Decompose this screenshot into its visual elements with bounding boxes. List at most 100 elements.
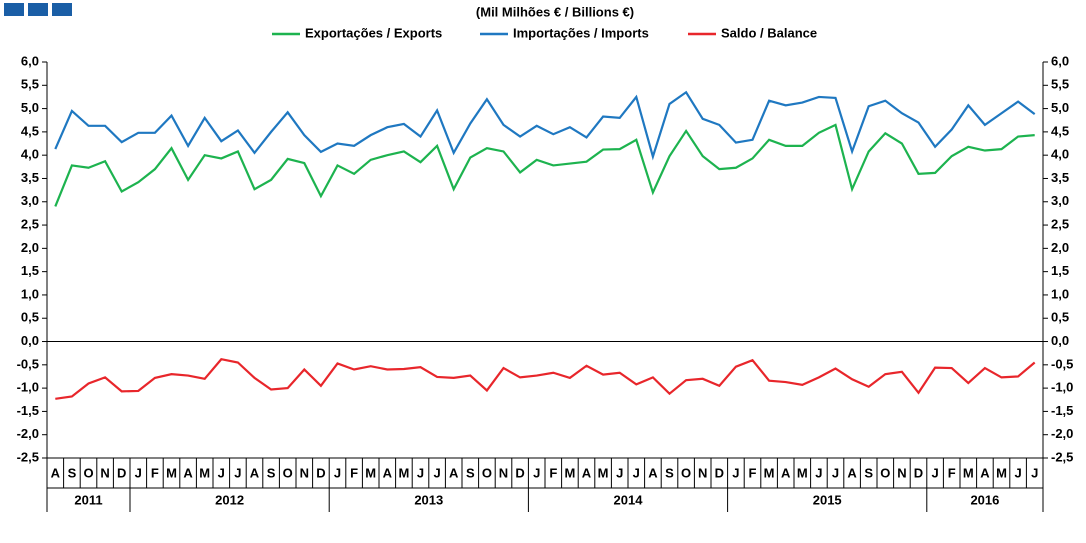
y2-tick-label: 4,5 xyxy=(1051,123,1069,138)
logo-block xyxy=(4,3,24,16)
x-tick-label: S xyxy=(665,465,674,480)
x-tick-label: M xyxy=(199,465,210,480)
x-tick-label: A xyxy=(781,465,791,480)
y-tick-label: -2,0 xyxy=(17,426,39,441)
series-line xyxy=(54,123,1035,207)
x-tick-label: A xyxy=(51,465,61,480)
x-tick-label: A xyxy=(847,465,857,480)
x-tick-label: J xyxy=(1014,465,1021,480)
x-tick-label: A xyxy=(582,465,592,480)
chart-subtitle: (Mil Milhões € / Billions €) xyxy=(476,4,634,19)
series-line xyxy=(54,90,1036,161)
y2-tick-label: -2,0 xyxy=(1051,426,1073,441)
y2-tick-label: 5,0 xyxy=(1051,100,1069,115)
y2-tick-label: 2,0 xyxy=(1051,240,1069,255)
year-label: 2011 xyxy=(74,492,102,507)
x-tick-label: D xyxy=(316,465,325,480)
y-tick-label: 2,0 xyxy=(21,240,39,255)
x-tick-label: J xyxy=(334,465,341,480)
y2-tick-label: -1,0 xyxy=(1051,380,1073,395)
x-tick-label: S xyxy=(466,465,475,480)
x-tick-label: J xyxy=(815,465,822,480)
y-tick-label: 3,0 xyxy=(21,193,39,208)
x-tick-label: M xyxy=(598,465,609,480)
legend-label: Importações / Imports xyxy=(513,25,649,40)
series-line xyxy=(55,358,1036,400)
y-tick-label: -1,5 xyxy=(17,403,39,418)
y2-tick-label: 0,0 xyxy=(1051,333,1069,348)
x-tick-label: M xyxy=(996,465,1007,480)
x-tick-label: F xyxy=(948,465,956,480)
x-tick-label: O xyxy=(681,465,691,480)
logo-block xyxy=(28,3,48,16)
y2-tick-label: 4,0 xyxy=(1051,147,1069,162)
x-tick-label: D xyxy=(715,465,724,480)
y2-tick-label: 2,5 xyxy=(1051,216,1069,231)
x-tick-label: J xyxy=(616,465,623,480)
x-tick-label: A xyxy=(250,465,260,480)
x-tick-label: M xyxy=(963,465,974,480)
x-tick-label: M xyxy=(564,465,575,480)
x-tick-label: M xyxy=(365,465,376,480)
x-tick-label: J xyxy=(633,465,640,480)
y-tick-label: -2,5 xyxy=(17,449,39,464)
y-tick-label: 3,5 xyxy=(21,170,39,185)
x-tick-label: O xyxy=(482,465,492,480)
x-tick-label: N xyxy=(300,465,309,480)
y-tick-label: 1,0 xyxy=(21,286,39,301)
x-tick-label: D xyxy=(914,465,923,480)
x-tick-label: N xyxy=(100,465,109,480)
y2-tick-label: 3,0 xyxy=(1051,193,1069,208)
x-tick-label: N xyxy=(897,465,906,480)
y2-tick-label: 5,5 xyxy=(1051,77,1069,92)
x-tick-label: J xyxy=(832,465,839,480)
x-tick-label: F xyxy=(749,465,757,480)
x-tick-label: M xyxy=(398,465,409,480)
x-tick-label: J xyxy=(417,465,424,480)
x-tick-label: A xyxy=(183,465,193,480)
y2-tick-label: -1,5 xyxy=(1051,403,1073,418)
x-tick-label: O xyxy=(283,465,293,480)
x-tick-label: D xyxy=(515,465,524,480)
y2-tick-label: 6,0 xyxy=(1051,53,1069,68)
y-tick-label: 4,0 xyxy=(21,147,39,162)
x-tick-label: J xyxy=(135,465,142,480)
y-tick-label: 5,0 xyxy=(21,100,39,115)
x-tick-label: A xyxy=(648,465,658,480)
x-tick-label: D xyxy=(117,465,126,480)
x-tick-label: A xyxy=(449,465,459,480)
x-tick-label: A xyxy=(383,465,393,480)
year-label: 2016 xyxy=(970,492,999,507)
x-tick-label: N xyxy=(698,465,707,480)
legend-label: Saldo / Balance xyxy=(721,25,817,40)
y2-tick-label: 1,5 xyxy=(1051,263,1069,278)
x-tick-label: J xyxy=(931,465,938,480)
x-tick-label: J xyxy=(218,465,225,480)
x-tick-label: O xyxy=(83,465,93,480)
y2-tick-label: 1,0 xyxy=(1051,286,1069,301)
x-tick-label: M xyxy=(764,465,775,480)
y2-tick-label: 0,5 xyxy=(1051,310,1069,325)
x-tick-label: F xyxy=(151,465,159,480)
year-label: 2015 xyxy=(813,492,842,507)
x-tick-label: M xyxy=(797,465,808,480)
y-tick-label: 1,5 xyxy=(21,263,39,278)
x-tick-label: J xyxy=(533,465,540,480)
y-tick-label: 6,0 xyxy=(21,53,39,68)
logo-block xyxy=(52,3,72,16)
y-tick-label: 5,5 xyxy=(21,77,39,92)
x-tick-label: J xyxy=(433,465,440,480)
x-tick-label: J xyxy=(1031,465,1038,480)
x-tick-label: J xyxy=(234,465,241,480)
x-tick-label: S xyxy=(68,465,77,480)
x-tick-label: F xyxy=(350,465,358,480)
x-tick-label: J xyxy=(732,465,739,480)
y-tick-label: 4,5 xyxy=(21,123,39,138)
x-tick-label: N xyxy=(499,465,508,480)
y2-tick-label: -2,5 xyxy=(1051,449,1073,464)
year-label: 2013 xyxy=(414,492,443,507)
x-tick-label: S xyxy=(864,465,873,480)
y-tick-label: -1,0 xyxy=(17,380,39,395)
x-tick-label: A xyxy=(980,465,990,480)
